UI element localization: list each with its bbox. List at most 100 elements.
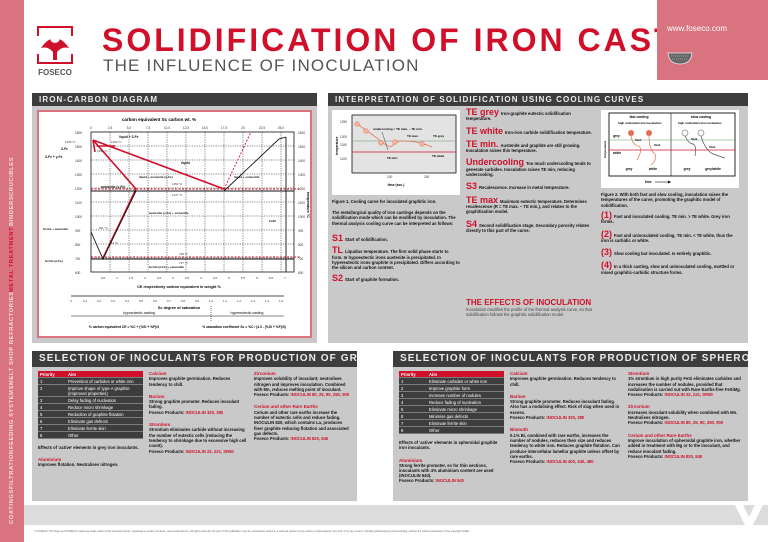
table-row: 4 Reduce fading of nucleation (399, 398, 504, 406)
svg-text:TE min.: TE min. (387, 156, 398, 160)
page-subtitle: THE INFLUENCE OF INOCULATION (103, 56, 420, 75)
svg-text:hypereutectic casting: hypereutectic casting (231, 311, 264, 315)
svg-text:1,4: 1,4 (265, 299, 269, 303)
svg-text:1300: 1300 (298, 173, 305, 177)
sidebar-item-metal-treatment[interactable]: METAL TREATMENT (9, 226, 15, 292)
svg-text:0,9: 0,9 (195, 299, 199, 303)
svg-text:Sc degree of saturation: Sc degree of saturation (158, 306, 201, 310)
svg-text:liquid + cementite: liquid + cementite (234, 175, 260, 179)
svg-text:1536 °C: 1536 °C (65, 140, 75, 144)
cooling-curves-heading: INTERPRETATION OF SOLIDIFICATION USING C… (328, 93, 748, 106)
effects-title: THE EFFECTS OF INOCULATION (466, 298, 592, 307)
sidebar-item-feeding-systems[interactable]: FEEDING SYSTEMS (9, 385, 15, 450)
iron-carbon-diagram: carbon equivalent Sc carbon wt. % 0 2,5 … (37, 110, 312, 338)
svg-text:0: 0 (90, 126, 92, 130)
svg-text:ferrite (α-Fe) + cementite: ferrite (α-Fe) + cementite (149, 265, 184, 269)
svg-text:grey/white: grey/white (705, 167, 721, 171)
svg-text:high nucleation: high nucleation (618, 121, 640, 125)
svg-text:Stack: Stack (709, 146, 716, 149)
grey-iron-panel: SELECTION OF INOCULANTS FOR PRODUCTION O… (32, 351, 357, 501)
table-row: 1 Prevention of carbides or white iron (38, 377, 143, 385)
sidebar-item-crucibles[interactable]: CRUCIBLES (9, 156, 15, 196)
table-row: 4 Reduce micro shrinkage (38, 403, 143, 411)
svg-text:δ-Fe: δ-Fe (61, 147, 68, 151)
svg-text:Fe3C: Fe3C (269, 219, 277, 223)
svg-text:20: 20 (241, 126, 245, 130)
svg-text:100: 100 (387, 175, 393, 179)
effects-of-inoculation: THE EFFECTS OF INOCULATION Inoculation m… (466, 298, 594, 318)
sg-col-2: Calcium Improves graphite germination. R… (510, 371, 620, 465)
svg-text:1200: 1200 (75, 187, 82, 191)
table-row: 7 Eliminate ferrite skin (38, 424, 143, 432)
table-row: 5 Reduction of graphite flotation (38, 410, 143, 418)
svg-text:800: 800 (75, 243, 81, 247)
page-title: SOLIDIFICATION OF IRON CASTINGS (102, 22, 767, 58)
case-2: (2) Fast and uninoculated cooling. TE min… (601, 228, 733, 243)
svg-text:0: 0 (70, 299, 72, 303)
svg-text:TE white: TE white (432, 154, 445, 158)
svg-text:1200: 1200 (340, 135, 347, 139)
svg-text:CE respectively carbon equival: CE respectively carbon equivalent in wei… (137, 285, 221, 289)
svg-text:0,5: 0,5 (139, 299, 143, 303)
chevron-logo-icon (735, 505, 763, 525)
term-tl: TL Liquidus temperature. The first solid … (332, 245, 460, 271)
svg-text:1200: 1200 (298, 187, 305, 191)
term-undercooling: Undercooling Too much undercooling tends … (466, 157, 591, 178)
sg-col-3: Strontium 1% strontium in high purity Fe… (628, 371, 741, 459)
svg-text:1000: 1000 (298, 215, 305, 219)
cooling-curves-panel: INTERPRETATION OF SOLIDIFICATION USING C… (328, 93, 748, 343)
svg-text:0,4: 0,4 (125, 299, 129, 303)
svg-text:1300: 1300 (75, 173, 82, 177)
svg-text:liquid + austenite (γ-Fe): liquid + austenite (γ-Fe) (139, 175, 173, 179)
svg-text:Stack: Stack (654, 144, 661, 147)
svg-text:911 °C: 911 °C (99, 226, 108, 230)
table-row: 3 Delay fading of nucleation (38, 396, 143, 404)
sidebar-nav: COATINGS FILTRATION FEEDING SYSTEMS MELT… (3, 4, 21, 524)
sidebar-item-melt-shop-refractories[interactable]: MELT SHOP REFRACTORIES (9, 291, 15, 386)
svg-text:Stack: Stack (691, 138, 698, 141)
svg-text:% carbon equivalent CE = %C +: % carbon equivalent CE = %C + (%Si + %P)… (89, 325, 159, 329)
svg-text:0,8: 0,8 (181, 299, 185, 303)
svg-text:temperature: temperature (603, 140, 607, 158)
svg-text:900: 900 (75, 229, 81, 233)
svg-text:600: 600 (75, 271, 81, 275)
svg-text:1400: 1400 (298, 159, 305, 163)
svg-text:fast cooling: fast cooling (629, 115, 648, 119)
copyright-note: © FOSECO. The logos and FOSECO marks are… (34, 530, 470, 533)
website-link[interactable]: www.foseco.com (667, 24, 728, 33)
cooling-curve-figure-1: 1250 1200 1150 1100 100 200 temperature … (332, 110, 460, 195)
svg-text:727 °C: 727 °C (179, 261, 188, 265)
svg-text:4,5: 4,5 (213, 276, 218, 280)
cooling-intro: The metallurgical quality of iron castin… (332, 210, 456, 226)
svg-text:liquid + δ-Fe: liquid + δ-Fe (119, 135, 139, 139)
website-box: www.foseco.com (657, 0, 768, 80)
iron-carbon-heading: IRON-CARBON DIAGRAM (32, 93, 317, 106)
left-terms: S1 Start of solidification. TL Liquidus te… (332, 234, 460, 283)
svg-text:1147 °C: 1147 °C (172, 193, 182, 197)
grey-table-caption: Effects of 'active' elements in grey iro… (38, 445, 139, 450)
cooling-curve-figure-2: fast cooling slow cooling high nucleatio… (601, 110, 739, 188)
sidebar-item-filtration[interactable]: FILTRATION (9, 449, 15, 490)
svg-text:3,5: 3,5 (185, 276, 190, 280)
footer-band (24, 505, 768, 525)
sidebar-item-coatings[interactable]: COATINGS (9, 489, 15, 524)
svg-text:7: 7 (284, 276, 286, 280)
figure-1-caption: Figure 1. Cooling curve for inoculated g… (332, 199, 437, 204)
grey-aluminium-text: Improves flotation. Neutralises nitrogen… (38, 462, 119, 468)
svg-text:1500: 1500 (75, 145, 82, 149)
case-1: (1) Fast and inoculated cooling. TE min. … (601, 210, 730, 225)
sidebar-item-binders[interactable]: BINDERS (9, 195, 15, 227)
svg-text:25,0: 25,0 (278, 126, 284, 130)
table-row: 8 Other (38, 431, 143, 439)
svg-text:ferrite + austenite: ferrite + austenite (43, 227, 68, 231)
svg-text:12,5: 12,5 (183, 126, 189, 130)
svg-text:15,0: 15,0 (202, 126, 208, 130)
svg-text:2,5: 2,5 (157, 276, 162, 280)
svg-text:austenite (γ-Fe) + cementite: austenite (γ-Fe) + cementite (149, 211, 189, 215)
svg-text:1,2: 1,2 (237, 299, 241, 303)
right-terms: TE grey Iron-graphite eutectic solidifica… (466, 108, 594, 233)
svg-text:hypoeutectic casting: hypoeutectic casting (123, 311, 155, 315)
term-te-max: TE max Maximum eutectic temperature. Dete… (466, 194, 587, 215)
svg-text:700: 700 (75, 257, 81, 261)
